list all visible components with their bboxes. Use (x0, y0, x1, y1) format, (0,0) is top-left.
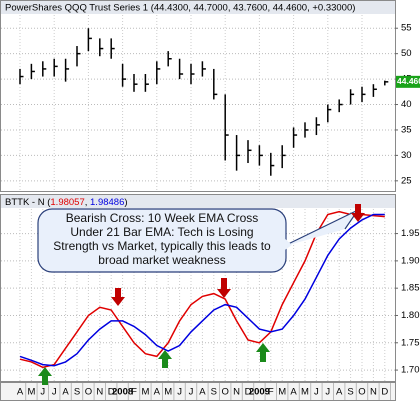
y-tick-label: 1.85 (401, 283, 420, 294)
x-tick-label: F (268, 387, 274, 398)
marks: 2530354045505544.46001.701.751.801.851.9… (1, 15, 420, 400)
x-tick-label: J (189, 387, 194, 398)
x-tick-label: M (164, 387, 172, 398)
callout-join (282, 236, 292, 252)
callout-text: Strength vs Market, typically this leads… (53, 239, 271, 253)
x-tick-label: O (222, 387, 229, 398)
ema-line (19, 213, 385, 367)
y-tick-label: 1.80 (401, 310, 420, 321)
y-tick-label: 55 (401, 23, 412, 34)
indicator-name: BTTK - N ( (5, 197, 51, 208)
x-tick-label: D (108, 387, 115, 398)
y-tick-label: 40 (401, 99, 412, 110)
indicator-title: BTTK - N (1.98057, 1.98486) (5, 197, 128, 208)
x-tick-label: M (27, 387, 35, 398)
x-tick-label: J (177, 387, 182, 398)
callout-text: Under 21 Bar EMA: Tech is Losing (70, 225, 253, 239)
indicator-header (1, 195, 395, 208)
last-price-label: 44.4600 (397, 76, 420, 86)
x-tick-label: O (358, 387, 365, 398)
x-axis-band (0, 382, 396, 401)
x-tick-label: A (336, 387, 343, 398)
red-last: 1.98057 (50, 197, 84, 208)
price-header (1, 1, 395, 14)
bullish-arrow (158, 350, 172, 368)
x-tick-label: M (301, 387, 309, 398)
callout-text: Bearish Cross: 10 Week EMA Cross (66, 211, 259, 225)
x-tick-label: O (85, 387, 92, 398)
price-title: PowerShares QQQ Trust Series 1 (44.4300,… (5, 3, 355, 14)
y-tick-label: 25 (401, 175, 412, 186)
x-tick-label: D (381, 387, 388, 398)
x-tick-label: A (17, 387, 24, 398)
x-tick-label: M (278, 387, 286, 398)
y-tick-label: 1.90 (401, 255, 420, 266)
x-tick-label: F (131, 387, 137, 398)
x-tick-label: S (347, 387, 353, 398)
blue-last: 1.98486 (90, 197, 124, 208)
callout-text: broad market weakness (98, 253, 225, 267)
x-tick-label: M (141, 387, 149, 398)
x-tick-label: N (370, 387, 377, 398)
x-tick-label: A (154, 387, 161, 398)
close-paren: ) (124, 197, 127, 208)
last-price-box (396, 75, 420, 88)
y-tick-label: 50 (401, 48, 412, 59)
x-tick-label: S (74, 387, 80, 398)
bullish-arrow (256, 343, 270, 362)
ema-line (19, 210, 385, 369)
x-tick-label: S (211, 387, 217, 398)
separator: , (85, 197, 90, 208)
bearish-arrow (111, 288, 125, 306)
x-tick-label: J (314, 387, 319, 398)
x-tick-label: D (245, 387, 252, 398)
y-tick-label: 30 (401, 150, 412, 161)
y-tick-label: 35 (401, 124, 412, 135)
x-tick-label: 2008 (112, 387, 133, 398)
y-tick-label: 1.95 (401, 228, 420, 239)
x-tick-label: A (290, 387, 297, 398)
y-tick-label: 1.70 (401, 365, 420, 376)
bullish-arrow (38, 367, 52, 385)
x-tick-label: N (233, 387, 240, 398)
y-tick-label: 1.75 (401, 337, 420, 348)
x-tick-label: 2009 (249, 387, 270, 398)
price-panel (0, 0, 396, 192)
x-tick-label: J (325, 387, 330, 398)
bearish-arrow (217, 278, 231, 298)
x-tick-label: A (62, 387, 69, 398)
x-tick-label: J (40, 387, 45, 398)
x-tick-label: N (96, 387, 103, 398)
x-tick-label: A (199, 387, 206, 398)
x-tick-label: J (52, 387, 57, 398)
bearish-arrow (351, 204, 365, 222)
